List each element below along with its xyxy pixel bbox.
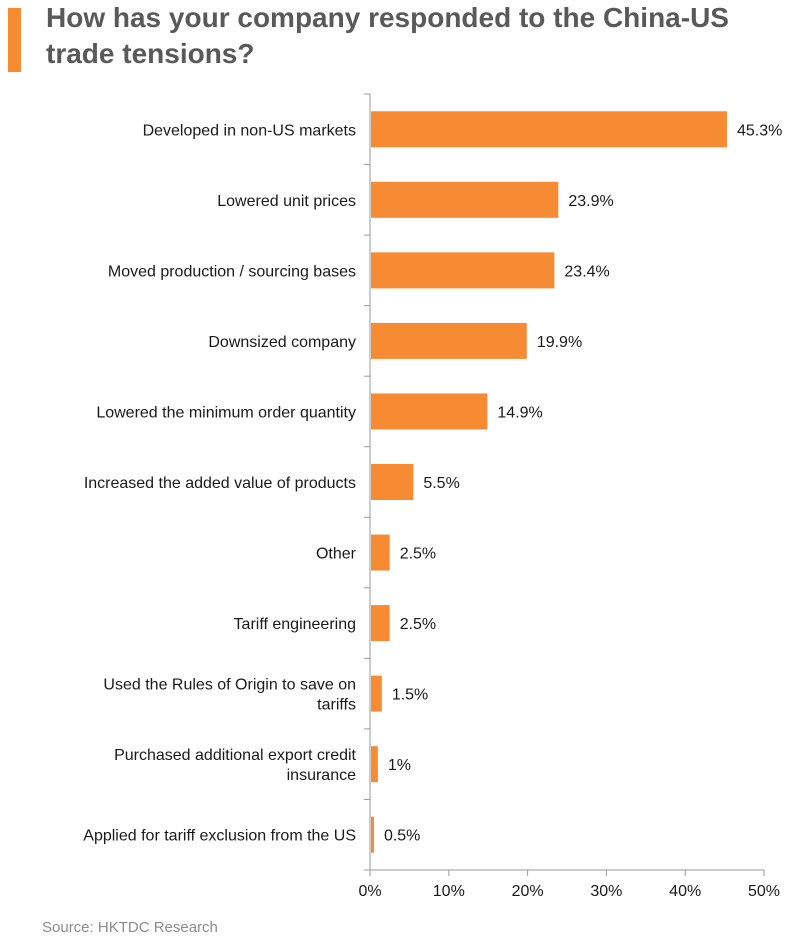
category-label: Increased the added value of products — [84, 475, 356, 492]
category-label: Tariff engineering — [234, 616, 356, 633]
value-label: 23.4% — [564, 263, 609, 280]
source-note: Source: HKTDC Research — [42, 919, 218, 936]
category-label: Lowered unit prices — [217, 193, 356, 210]
bar — [371, 464, 414, 500]
bar — [371, 534, 390, 571]
value-label: 2.5% — [400, 546, 436, 563]
value-label: 0.5% — [384, 828, 420, 845]
category-label: Applied for tariff exclusion from the US — [83, 828, 356, 845]
x-tick-label: 40% — [669, 883, 701, 900]
labels-layer: 45.3% Developed in non-US markets 23.9% Low… — [83, 122, 782, 844]
category-label: Developed in non-US markets — [143, 122, 356, 139]
value-label: 1% — [388, 757, 411, 774]
bar — [371, 252, 555, 289]
x-tick-label: 20% — [512, 883, 544, 900]
bar — [371, 675, 382, 712]
category-label: Moved production / sourcing bases — [108, 263, 356, 280]
category-label: Used the Rules of Origin to save on tarif… — [103, 677, 356, 714]
value-label: 1.5% — [392, 687, 428, 704]
title-accent-bar — [8, 8, 21, 72]
bar — [371, 111, 727, 148]
x-tick-label: 50% — [748, 883, 780, 900]
category-label: Downsized company — [208, 334, 356, 351]
x-tick-label: 30% — [590, 883, 622, 900]
value-label: 45.3% — [737, 122, 782, 139]
value-label: 14.9% — [497, 404, 542, 421]
bars-layer — [371, 111, 727, 853]
bar — [371, 181, 559, 218]
category-label: Other — [316, 546, 357, 563]
value-label: 23.9% — [568, 193, 613, 210]
x-tick-label: 10% — [433, 883, 465, 900]
value-label: 5.5% — [423, 475, 459, 492]
x-tick-label: 0% — [358, 883, 381, 900]
axis-layer: 0% 10% 20% 30% 40% 50% — [358, 93, 780, 900]
category-label: Lowered the minimum order quantity — [96, 404, 356, 421]
chart-title: How has your company responded to the Ch… — [46, 2, 729, 69]
bar — [371, 816, 374, 853]
value-label: 19.9% — [537, 334, 582, 351]
category-label: Purchased additional export credit insura… — [114, 747, 356, 784]
bar — [371, 746, 378, 783]
bar — [371, 393, 488, 430]
value-label: 2.5% — [400, 616, 436, 633]
bar — [371, 605, 390, 642]
bar — [371, 322, 527, 359]
